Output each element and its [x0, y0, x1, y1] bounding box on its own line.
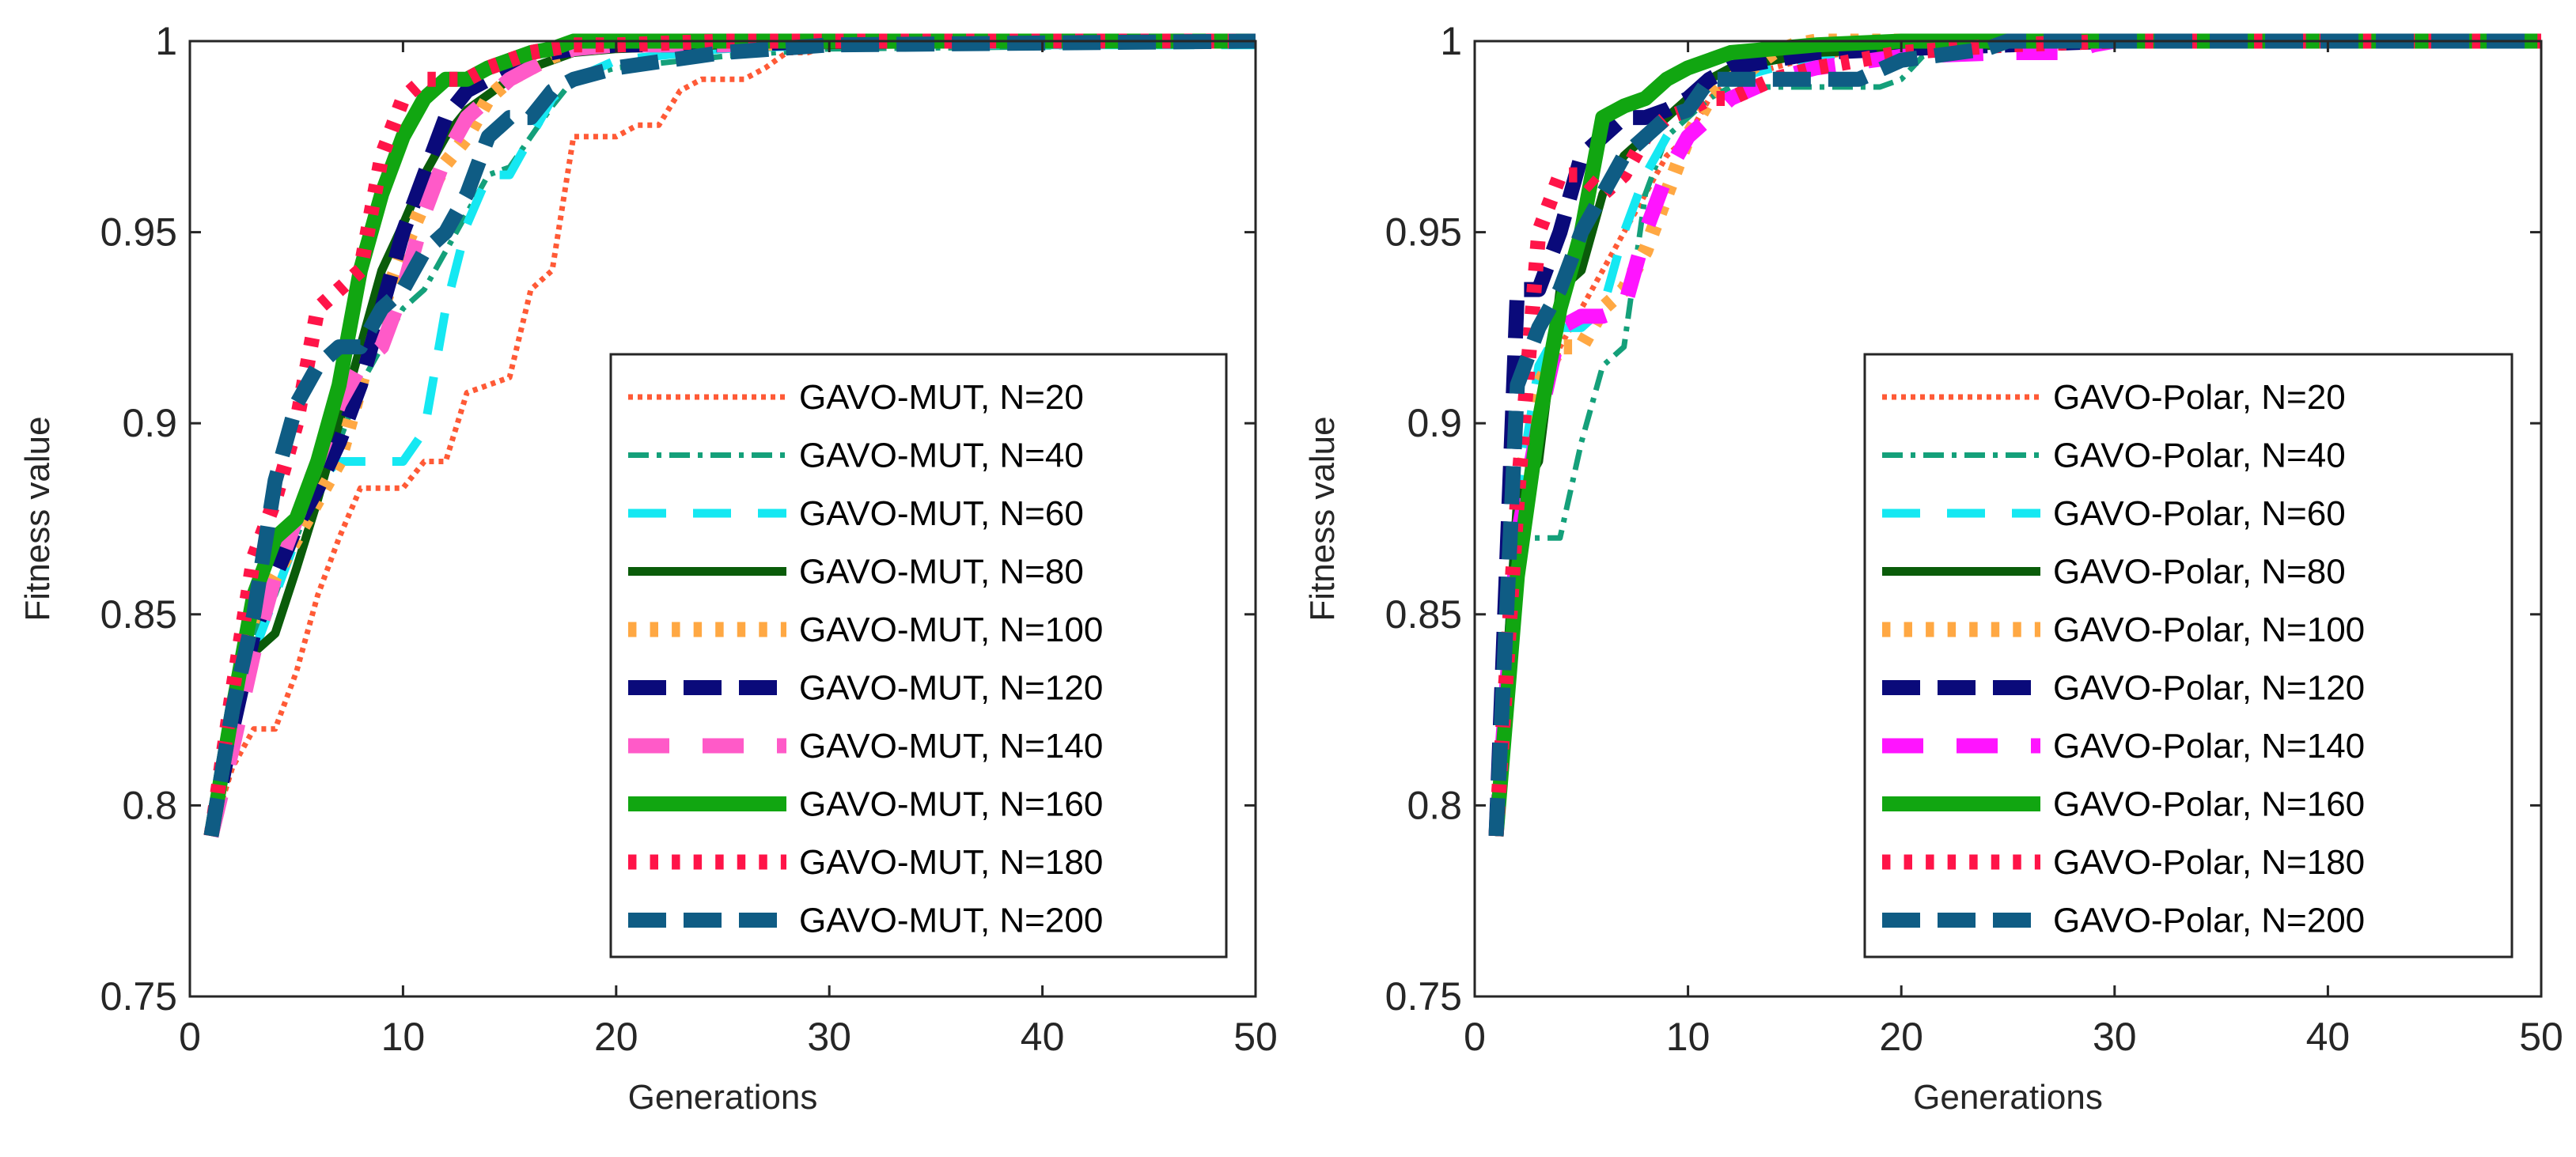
y-tick-label: 0.8 — [1407, 783, 1462, 827]
y-tick-label: 0.75 — [1385, 974, 1462, 1019]
series-line-7 — [1488, 33, 2541, 837]
legend: GAVO-Polar, N=20 GAVO-Polar, N=40 GAVO-Pol… — [1863, 353, 2513, 958]
x-tick-label: 40 — [2306, 1015, 2351, 1059]
y-axis-title: Fitness value — [1303, 416, 1342, 621]
legend-label-4: GAVO-Polar, N=80 — [2053, 553, 2346, 592]
axes-box — [188, 40, 1257, 998]
y-tick-label: 1 — [155, 19, 177, 63]
legend: GAVO-MUT, N=20 GAVO-MUT, N=40 GAVO-MUT, N=… — [609, 353, 1228, 958]
chart-panel-1: 0 10 20 30 40 50 0.75 0.8 0.85 0.9 0.95 1 Generation… — [18, 19, 1278, 1117]
legend-label-8: GAVO-Polar, N=160 — [2053, 785, 2365, 824]
legend-label-4: GAVO-MUT, N=80 — [799, 553, 1084, 592]
x-tick-label: 40 — [1021, 1015, 1065, 1059]
legend-label-8: GAVO-MUT, N=160 — [799, 785, 1103, 824]
y-tick-label: 0.85 — [100, 592, 177, 637]
y-tick-label: 0.95 — [100, 210, 177, 255]
legend-label-5: GAVO-MUT, N=100 — [799, 611, 1103, 649]
series-line-10 — [203, 33, 1256, 838]
legend-label-1: GAVO-Polar, N=20 — [2053, 378, 2346, 417]
legend-label-9: GAVO-Polar, N=180 — [2053, 843, 2365, 882]
x-axis-title: Generations — [1913, 1078, 2103, 1117]
x-tick-label: 30 — [807, 1015, 851, 1059]
y-tick-label: 0.9 — [122, 401, 177, 445]
legend-label-7: GAVO-MUT, N=140 — [799, 727, 1103, 766]
legend-label-5: GAVO-Polar, N=100 — [2053, 611, 2365, 649]
y-tick-label: 0.9 — [1407, 401, 1462, 445]
x-tick-label: 20 — [1879, 1015, 1923, 1059]
series-line-9 — [203, 33, 1256, 838]
series-line-1 — [208, 42, 1256, 838]
x-tick-label: 30 — [2093, 1015, 2137, 1059]
x-tick-label: 0 — [179, 1015, 201, 1059]
legend-label-3: GAVO-MUT, N=60 — [799, 494, 1084, 533]
x-tick-label: 0 — [1464, 1015, 1486, 1059]
chart-panel-2: 0 10 20 30 40 50 0.75 0.8 0.85 0.9 0.95 1 Generation… — [1303, 19, 2563, 1117]
x-tick-label: 20 — [594, 1015, 638, 1059]
legend-label-6: GAVO-Polar, N=120 — [2053, 669, 2365, 708]
y-axis-title: Fitness value — [18, 416, 57, 621]
legend-label-2: GAVO-MUT, N=40 — [799, 437, 1084, 475]
x-axis-title: Generations — [628, 1078, 818, 1117]
x-tick-label: 10 — [1666, 1015, 1710, 1059]
x-tick-label: 50 — [2519, 1015, 2563, 1059]
y-tick-label: 1 — [1440, 19, 1462, 63]
series-line-9 — [1488, 33, 2541, 837]
legend-label-6: GAVO-MUT, N=120 — [799, 669, 1103, 708]
legend-label-10: GAVO-MUT, N=200 — [799, 902, 1103, 940]
x-tick-label: 50 — [1233, 1015, 1278, 1059]
series-line-6 — [203, 33, 1256, 838]
legend-label-1: GAVO-MUT, N=20 — [799, 378, 1084, 417]
series-line-10 — [1488, 33, 2541, 837]
y-tick-label: 0.85 — [1385, 592, 1462, 637]
legend-label-9: GAVO-MUT, N=180 — [799, 843, 1103, 882]
legend-label-10: GAVO-Polar, N=200 — [2053, 902, 2365, 940]
legend-label-7: GAVO-Polar, N=140 — [2053, 727, 2365, 766]
y-tick-label: 0.8 — [122, 783, 177, 827]
x-tick-label: 10 — [381, 1015, 426, 1059]
legend-label-3: GAVO-Polar, N=60 — [2053, 494, 2346, 533]
legend-label-2: GAVO-Polar, N=40 — [2053, 437, 2346, 475]
y-tick-label: 0.75 — [100, 974, 177, 1019]
y-tick-label: 0.95 — [1385, 210, 1462, 255]
axes-box — [1473, 40, 2543, 998]
